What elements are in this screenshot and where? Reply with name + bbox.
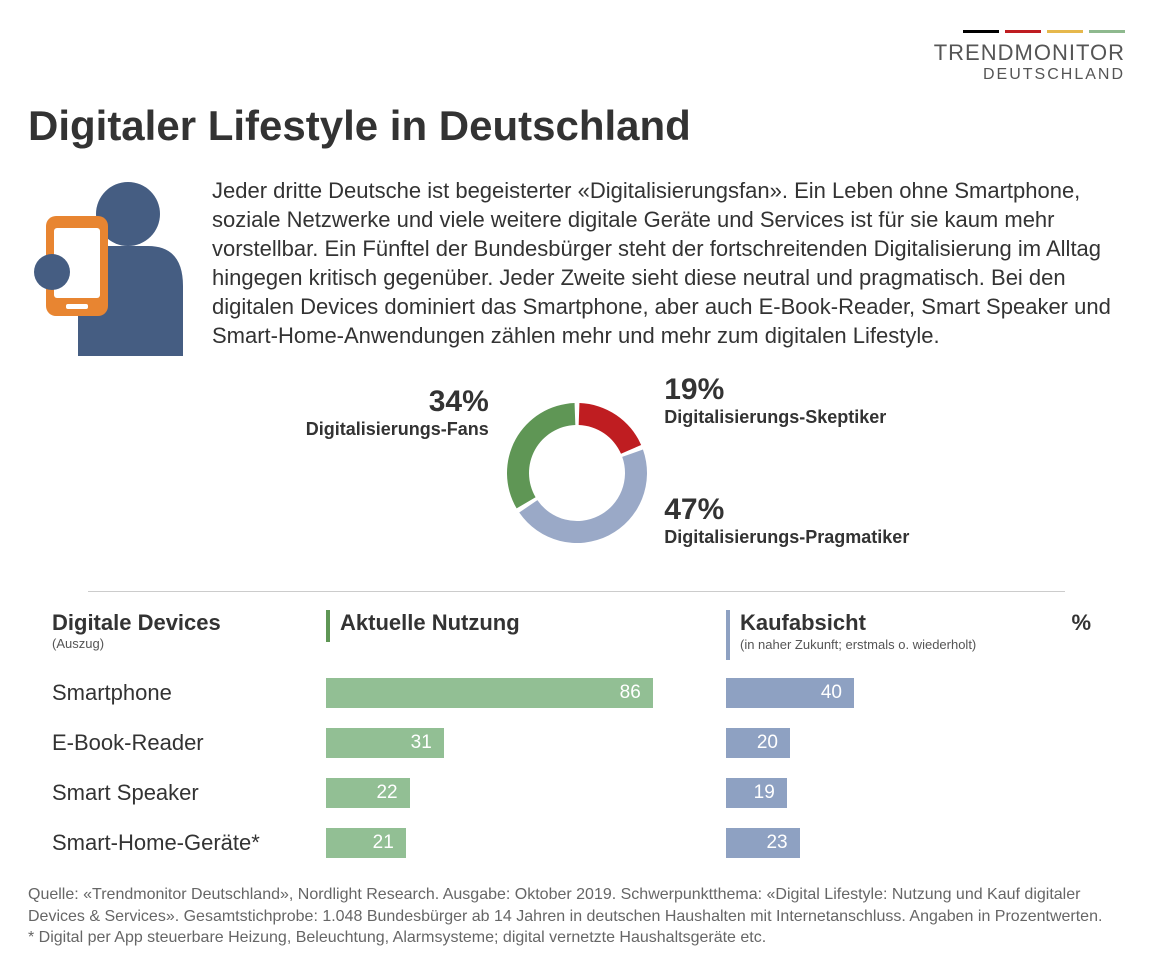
intent-bar-cell: 40: [722, 678, 1062, 708]
device-name-label: Smartphone: [52, 680, 322, 706]
logo-color-bar: [1005, 30, 1041, 33]
usage-bar-cell: 22: [322, 778, 722, 808]
devices-header-pct: %: [1062, 610, 1101, 636]
devices-header-row: Digitale Devices (Auszug) Aktuelle Nutzu…: [52, 610, 1101, 660]
donut-chart: 34% Digitalisierungs-Fans 19% Digitalisi…: [28, 373, 1125, 573]
logo-color-bar: [1047, 30, 1083, 33]
intent-bar: 40: [726, 678, 854, 708]
footnote-line: Quelle: «Trendmonitor Deutschland», Nord…: [28, 884, 1125, 927]
page-title: Digitaler Lifestyle in Deutschland: [28, 102, 1125, 150]
devices-header-usage: Aktuelle Nutzung: [322, 610, 722, 642]
usage-bar: 31: [326, 728, 444, 758]
device-name-label: Smart-Home-Geräte*: [52, 830, 322, 856]
devices-header-label: Digitale Devices (Auszug): [52, 610, 322, 651]
devices-header-intent: Kaufabsicht (in naher Zukunft; erstmals …: [722, 610, 1062, 660]
usage-bar-cell: 86: [322, 678, 722, 708]
device-row: Smart-Home-Geräte*21 23: [52, 828, 1101, 858]
intent-bar: 23: [726, 828, 800, 858]
footnotes: Quelle: «Trendmonitor Deutschland», Nord…: [28, 884, 1125, 949]
brand-logo: TRENDMONITOR DEUTSCHLAND: [28, 20, 1125, 84]
divider: [88, 591, 1065, 592]
device-name-label: Smart Speaker: [52, 780, 322, 806]
device-row: E-Book-Reader31 20: [52, 728, 1101, 758]
intent-bar-cell: 20: [722, 728, 1062, 758]
logo-color-bar: [1089, 30, 1125, 33]
person-phone-icon: [28, 176, 188, 361]
logo-line1: TRENDMONITOR: [934, 40, 1125, 65]
intro-paragraph: Jeder dritte Deutsche ist begeisterter «…: [212, 176, 1125, 361]
device-row: Smartphone86 40: [52, 678, 1101, 708]
usage-bar-cell: 21: [322, 828, 722, 858]
intro-row: Jeder dritte Deutsche ist begeisterter «…: [28, 176, 1125, 361]
logo-line2: DEUTSCHLAND: [983, 66, 1125, 83]
intent-bar-cell: 23: [722, 828, 1062, 858]
donut-svg: [492, 388, 662, 558]
device-row: Smart Speaker22 19: [52, 778, 1101, 808]
devices-section: Digitale Devices (Auszug) Aktuelle Nutzu…: [28, 610, 1125, 858]
usage-bar-cell: 31: [322, 728, 722, 758]
usage-bar: 86: [326, 678, 653, 708]
logo-color-bar: [963, 30, 999, 33]
donut-label-pragmatiker: 47% Digitalisierungs-Pragmatiker: [664, 493, 909, 548]
footnote-line: * Digital per App steuerbare Heizung, Be…: [28, 927, 1125, 949]
device-name-label: E-Book-Reader: [52, 730, 322, 756]
usage-bar: 22: [326, 778, 410, 808]
intent-bar-cell: 19: [722, 778, 1062, 808]
donut-label-fans: 34% Digitalisierungs-Fans: [306, 385, 489, 440]
usage-bar: 21: [326, 828, 406, 858]
intent-bar: 19: [726, 778, 787, 808]
donut-label-skeptiker: 19% Digitalisierungs-Skeptiker: [664, 373, 886, 428]
intent-bar: 20: [726, 728, 790, 758]
